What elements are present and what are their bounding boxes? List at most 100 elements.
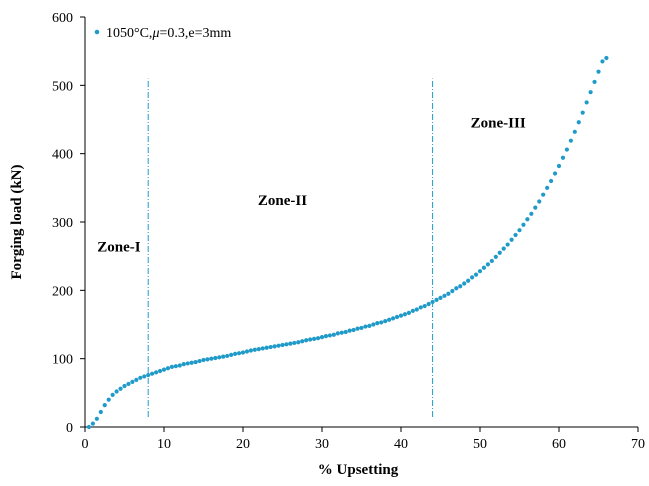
data-point xyxy=(142,374,147,379)
data-point xyxy=(150,371,155,376)
data-point xyxy=(268,344,273,350)
data-point xyxy=(596,69,601,74)
data-point xyxy=(572,129,577,134)
data-point xyxy=(110,392,115,397)
data-point xyxy=(351,327,356,333)
data-point xyxy=(240,350,246,355)
data-point xyxy=(383,318,388,324)
data-point xyxy=(256,347,261,352)
data-point xyxy=(327,333,332,338)
data-point xyxy=(549,178,554,184)
data-point xyxy=(189,360,194,365)
data-point xyxy=(323,334,329,339)
data-point xyxy=(213,355,218,361)
zone-boundary-lines xyxy=(147,78,434,417)
data-series xyxy=(86,55,609,430)
data-point xyxy=(185,361,190,366)
data-point xyxy=(580,110,585,115)
data-point xyxy=(165,366,171,371)
data-point xyxy=(201,357,206,363)
data-point xyxy=(458,284,463,289)
data-point xyxy=(315,336,321,341)
y-tick-label: 600 xyxy=(52,11,73,26)
legend-label-mu: μ xyxy=(151,26,159,41)
data-point xyxy=(426,301,431,307)
data-point xyxy=(406,310,411,315)
y-tick-label: 100 xyxy=(52,353,73,368)
data-point xyxy=(470,275,475,280)
x-tick-labels: 0 10 20 30 40 50 60 70 xyxy=(82,437,646,452)
data-point xyxy=(312,336,317,341)
data-point xyxy=(584,100,589,105)
data-point xyxy=(552,171,558,176)
data-point xyxy=(525,217,530,222)
data-point xyxy=(90,421,95,426)
data-point xyxy=(375,321,380,326)
data-point xyxy=(335,331,340,336)
data-point xyxy=(588,90,593,95)
zone-labels: Zone-I Zone-II Zone-III xyxy=(97,116,526,256)
data-point xyxy=(272,344,277,349)
data-point xyxy=(181,362,186,367)
data-point xyxy=(296,340,301,345)
data-point xyxy=(161,367,167,372)
data-point xyxy=(576,120,581,125)
data-point xyxy=(252,347,257,352)
data-point xyxy=(434,297,439,302)
data-point xyxy=(288,341,293,346)
data-point xyxy=(114,389,119,394)
data-point xyxy=(130,379,135,384)
data-point xyxy=(442,293,447,298)
data-point xyxy=(371,322,376,327)
zone-label: Zone-I xyxy=(97,239,141,255)
data-point xyxy=(118,386,123,391)
data-point xyxy=(398,313,404,318)
data-point xyxy=(430,299,435,305)
x-axis-title: % Upsetting xyxy=(318,462,399,478)
data-point xyxy=(477,269,483,274)
legend-label-part1: 1050°C, xyxy=(106,26,152,41)
data-point xyxy=(343,329,348,335)
data-point xyxy=(339,330,344,335)
data-point xyxy=(462,281,467,286)
data-point xyxy=(292,340,297,346)
data-point xyxy=(300,339,305,344)
y-tick-label: 500 xyxy=(52,79,73,94)
data-point xyxy=(86,424,92,430)
data-point xyxy=(485,262,490,267)
data-point xyxy=(248,348,253,353)
data-point xyxy=(264,345,269,350)
data-point xyxy=(197,358,202,364)
data-point xyxy=(497,250,502,255)
data-point xyxy=(276,343,281,348)
y-tick-label: 0 xyxy=(66,421,73,436)
data-point xyxy=(284,342,289,347)
data-point xyxy=(193,359,198,365)
y-tick-label: 400 xyxy=(52,148,73,163)
data-point xyxy=(513,232,518,238)
legend-label-part2: =0.3,e=3mm xyxy=(159,26,231,41)
data-point xyxy=(391,316,396,321)
data-point xyxy=(473,272,479,277)
data-point xyxy=(355,326,360,331)
x-tick-label: 10 xyxy=(157,437,171,452)
data-point xyxy=(225,353,230,359)
zone-label: Zone-II xyxy=(258,193,307,209)
y-tick-label: 300 xyxy=(52,216,73,231)
data-point xyxy=(533,205,538,210)
legend-marker xyxy=(94,29,100,35)
data-point xyxy=(438,295,443,300)
data-point xyxy=(233,351,238,356)
data-point xyxy=(379,320,384,325)
data-point xyxy=(236,351,242,356)
data-point xyxy=(260,346,265,351)
data-point xyxy=(319,335,325,340)
data-point xyxy=(177,363,182,368)
data-point xyxy=(229,352,234,358)
x-tick-label: 40 xyxy=(394,437,408,452)
data-point xyxy=(359,325,364,331)
y-tick-labels: 0 100 200 300 400 500 600 xyxy=(52,11,73,436)
data-point xyxy=(138,375,143,380)
data-point xyxy=(331,332,336,337)
